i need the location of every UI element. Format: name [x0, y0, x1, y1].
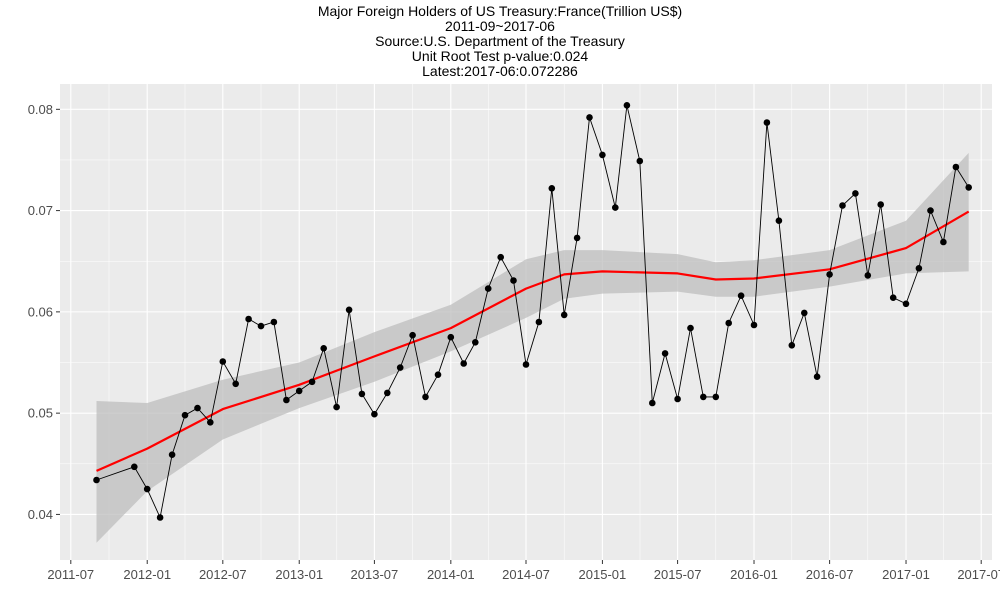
data-point — [384, 389, 391, 397]
data-point — [422, 393, 429, 401]
x-tick-label: 2014-07 — [502, 567, 550, 582]
data-point — [345, 306, 353, 314]
y-tick-label: 0.04 — [28, 507, 53, 522]
y-tick-label: 0.06 — [28, 304, 53, 319]
data-point — [409, 331, 416, 339]
x-tick-label: 2016-07 — [806, 567, 854, 582]
chart-title-line-1: Major Foreign Holders of US Treasury:Fra… — [317, 3, 683, 19]
data-point — [181, 411, 189, 419]
data-point — [813, 373, 821, 381]
data-point — [864, 272, 872, 279]
y-tick-label: 0.08 — [28, 102, 53, 117]
data-point — [636, 157, 644, 165]
data-point — [877, 201, 884, 208]
y-axis: 0.04 0.05 0.06 0.07 0.08 — [28, 102, 60, 522]
chart-title-line-2: 2011-09~2017-06 — [445, 18, 555, 34]
x-tick-label: 2015-01 — [579, 567, 627, 582]
data-point — [599, 151, 606, 159]
x-tick-label: 2017-07 — [957, 567, 1000, 582]
data-point — [661, 350, 669, 357]
y-tick-label: 0.05 — [28, 406, 53, 421]
data-point — [93, 476, 100, 484]
data-point — [902, 300, 910, 308]
data-point — [700, 393, 707, 401]
data-point — [522, 361, 530, 368]
x-tick-label: 2017-01 — [882, 567, 930, 582]
data-point — [308, 378, 316, 386]
data-point — [852, 190, 859, 197]
data-point — [915, 265, 923, 272]
data-point — [472, 339, 479, 346]
data-point — [952, 163, 960, 171]
data-point — [396, 364, 404, 371]
observed-points — [93, 102, 972, 521]
smooth-trend-line — [96, 210, 970, 472]
data-point — [775, 217, 783, 224]
data-point — [320, 345, 328, 352]
data-point — [940, 238, 947, 246]
chart-title-line-5: Latest:2017-06:0.072286 — [422, 63, 578, 79]
chart-title-line-4: Unit Root Test p-value:0.024 — [411, 48, 589, 64]
data-point — [649, 399, 656, 407]
data-point — [245, 315, 252, 323]
data-point — [168, 451, 176, 459]
data-point — [232, 380, 239, 388]
data-point — [763, 119, 771, 126]
data-point — [712, 393, 720, 401]
x-tick-label: 2012-07 — [199, 567, 247, 582]
data-point — [725, 319, 732, 327]
data-point — [497, 253, 505, 261]
data-point — [460, 360, 468, 367]
data-point — [333, 403, 340, 411]
data-point — [283, 396, 290, 404]
x-axis: 2011-07 2012-01 2012-07 2013-01 2013-07 2014-… — [47, 560, 1000, 582]
data-point — [548, 185, 556, 192]
x-tick-label: 2015-07 — [654, 567, 702, 582]
x-tick-label: 2013-01 — [275, 567, 323, 582]
data-point — [788, 342, 796, 349]
data-point — [131, 463, 138, 471]
x-tick-label: 2016-01 — [730, 567, 778, 582]
data-point — [586, 114, 593, 121]
x-tick-label: 2013-07 — [351, 567, 399, 582]
data-point — [535, 318, 543, 326]
data-point — [612, 204, 619, 211]
data-point — [826, 271, 833, 278]
data-point — [143, 485, 151, 493]
data-point — [801, 309, 808, 317]
data-point — [371, 410, 378, 418]
data-point — [156, 514, 164, 521]
data-point — [219, 358, 227, 365]
data-point — [194, 404, 201, 412]
data-point — [889, 294, 897, 302]
data-point — [839, 202, 846, 209]
data-point — [750, 321, 758, 329]
data-point — [434, 371, 442, 379]
data-point — [510, 277, 517, 284]
data-point — [965, 184, 972, 191]
data-point — [674, 395, 681, 403]
data-point — [295, 387, 303, 395]
data-point — [687, 324, 694, 332]
x-tick-label: 2012-01 — [123, 567, 171, 582]
data-point — [623, 102, 631, 109]
data-point — [927, 207, 934, 214]
chart-title-line-3: Source:U.S. Department of the Treasury — [375, 33, 625, 49]
data-point — [560, 311, 568, 319]
data-point — [358, 390, 366, 398]
data-point — [257, 322, 265, 330]
x-tick-label: 2011-07 — [47, 567, 94, 582]
data-point — [737, 292, 745, 300]
data-point — [573, 234, 581, 242]
data-point — [207, 419, 214, 426]
y-tick-label: 0.07 — [28, 203, 53, 218]
data-point — [270, 318, 278, 326]
data-point — [484, 285, 492, 292]
data-point — [447, 333, 455, 341]
x-tick-label: 2014-01 — [427, 567, 475, 582]
